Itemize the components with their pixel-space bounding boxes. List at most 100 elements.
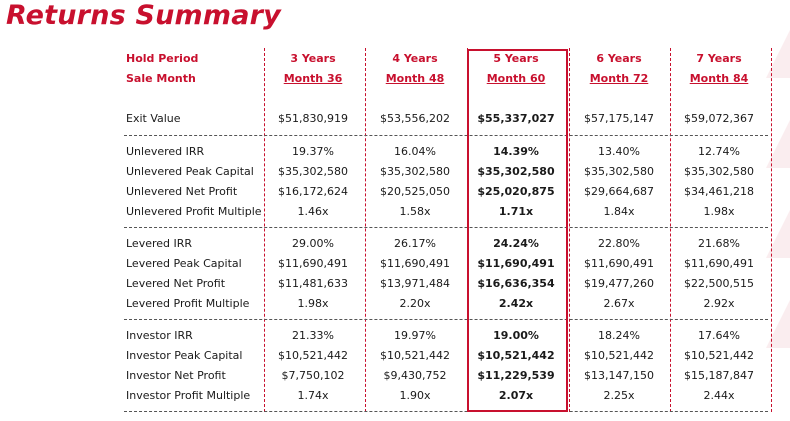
- table-cell: 13.40%: [598, 145, 640, 158]
- row-group-separator: [124, 319, 768, 320]
- highlight-column-box: [467, 49, 568, 412]
- table-cell: $11,690,491: [477, 257, 555, 270]
- column-divider: [569, 48, 570, 412]
- table-cell: 1.90x: [399, 389, 431, 402]
- table-cell: 22.80%: [598, 237, 640, 250]
- row-label: Investor Profit Multiple: [126, 389, 251, 402]
- table-cell: 1.46x: [297, 205, 329, 218]
- row-label: Unlevered Peak Capital: [126, 165, 254, 178]
- row-label: Investor Peak Capital: [126, 349, 243, 362]
- column-period-header: 4 Years: [392, 52, 438, 65]
- table-cell: 2.92x: [703, 297, 735, 310]
- column-divider: [264, 48, 265, 412]
- table-cell: $55,337,027: [477, 112, 555, 125]
- table-cell: 2.25x: [603, 389, 635, 402]
- page-title: Returns Summary: [6, 0, 281, 31]
- table-cell: $22,500,515: [684, 277, 754, 290]
- table-cell: $13,147,150: [584, 369, 654, 382]
- row-label: Exit Value: [126, 112, 181, 125]
- table-cell: $11,229,539: [477, 369, 555, 382]
- table-cell: $10,521,442: [684, 349, 754, 362]
- table-cell: $11,481,633: [278, 277, 348, 290]
- table-cell: 2.44x: [703, 389, 735, 402]
- row-label: Levered IRR: [126, 237, 193, 250]
- table-cell: 16.04%: [394, 145, 436, 158]
- sale-month-label: Sale Month: [126, 72, 196, 85]
- row-group-separator: [124, 135, 768, 136]
- table-cell: $29,664,687: [584, 185, 654, 198]
- table-cell: $15,187,847: [684, 369, 754, 382]
- column-period-header: 7 Years: [696, 52, 742, 65]
- row-label: Levered Peak Capital: [126, 257, 242, 270]
- table-cell: 19.00%: [493, 329, 539, 342]
- column-month-header: Month 72: [589, 72, 649, 85]
- column-period-header: 6 Years: [596, 52, 642, 65]
- table-cell: $35,302,580: [584, 165, 654, 178]
- table-cell: 21.68%: [698, 237, 740, 250]
- column-month-header: Month 48: [385, 72, 445, 85]
- table-cell: $53,556,202: [380, 112, 450, 125]
- row-label: Levered Net Profit: [126, 277, 226, 290]
- table-cell: 19.37%: [292, 145, 334, 158]
- table-cell: $16,172,624: [278, 185, 348, 198]
- table-cell: 24.24%: [493, 237, 539, 250]
- table-cell: $20,525,050: [380, 185, 450, 198]
- table-cell: 2.07x: [498, 389, 534, 402]
- row-group-separator: [124, 411, 768, 412]
- table-cell: 19.97%: [394, 329, 436, 342]
- column-divider: [771, 48, 772, 412]
- row-label: Unlevered Net Profit: [126, 185, 238, 198]
- row-label: Unlevered Profit Multiple: [126, 205, 262, 218]
- table-cell: $7,750,102: [281, 369, 345, 382]
- table-cell: $34,461,218: [684, 185, 754, 198]
- table-cell: 14.39%: [493, 145, 539, 158]
- table-cell: 21.33%: [292, 329, 334, 342]
- table-cell: $35,302,580: [684, 165, 754, 178]
- table-cell: 29.00%: [292, 237, 334, 250]
- row-label: Levered Profit Multiple: [126, 297, 250, 310]
- hold-period-label: Hold Period: [126, 52, 199, 65]
- table-cell: $35,302,580: [380, 165, 450, 178]
- logo-watermark: [766, 30, 790, 348]
- table-cell: $10,521,442: [477, 349, 555, 362]
- table-cell: 1.98x: [703, 205, 735, 218]
- table-cell: $13,971,484: [380, 277, 450, 290]
- table-cell: $35,302,580: [477, 165, 555, 178]
- table-cell: $25,020,875: [477, 185, 555, 198]
- table-cell: $9,430,752: [383, 369, 447, 382]
- table-cell: $10,521,442: [584, 349, 654, 362]
- table-cell: 2.20x: [399, 297, 431, 310]
- table-cell: $10,521,442: [278, 349, 348, 362]
- table-cell: 17.64%: [698, 329, 740, 342]
- table-cell: $11,690,491: [684, 257, 754, 270]
- row-label: Unlevered IRR: [126, 145, 205, 158]
- column-period-header: 5 Years: [493, 52, 539, 65]
- table-cell: $51,830,919: [278, 112, 348, 125]
- table-cell: $11,690,491: [584, 257, 654, 270]
- table-cell: 2.67x: [603, 297, 635, 310]
- table-cell: 2.42x: [498, 297, 534, 310]
- table-cell: 12.74%: [698, 145, 740, 158]
- row-label: Investor Net Profit: [126, 369, 226, 382]
- table-cell: $57,175,147: [584, 112, 654, 125]
- row-group-separator: [124, 227, 768, 228]
- table-cell: $59,072,367: [684, 112, 754, 125]
- column-month-header: Month 84: [689, 72, 749, 85]
- column-divider: [365, 48, 366, 412]
- table-cell: 1.71x: [498, 205, 534, 218]
- table-cell: 1.58x: [399, 205, 431, 218]
- column-month-header: Month 36: [283, 72, 343, 85]
- table-cell: 26.17%: [394, 237, 436, 250]
- table-cell: $11,690,491: [278, 257, 348, 270]
- table-cell: $35,302,580: [278, 165, 348, 178]
- table-cell: $19,477,260: [584, 277, 654, 290]
- column-divider: [670, 48, 671, 412]
- table-cell: 1.74x: [297, 389, 329, 402]
- column-period-header: 3 Years: [290, 52, 336, 65]
- table-cell: $10,521,442: [380, 349, 450, 362]
- table-cell: 1.98x: [297, 297, 329, 310]
- table-cell: 18.24%: [598, 329, 640, 342]
- column-month-header: Month 60: [486, 72, 546, 85]
- table-cell: $11,690,491: [380, 257, 450, 270]
